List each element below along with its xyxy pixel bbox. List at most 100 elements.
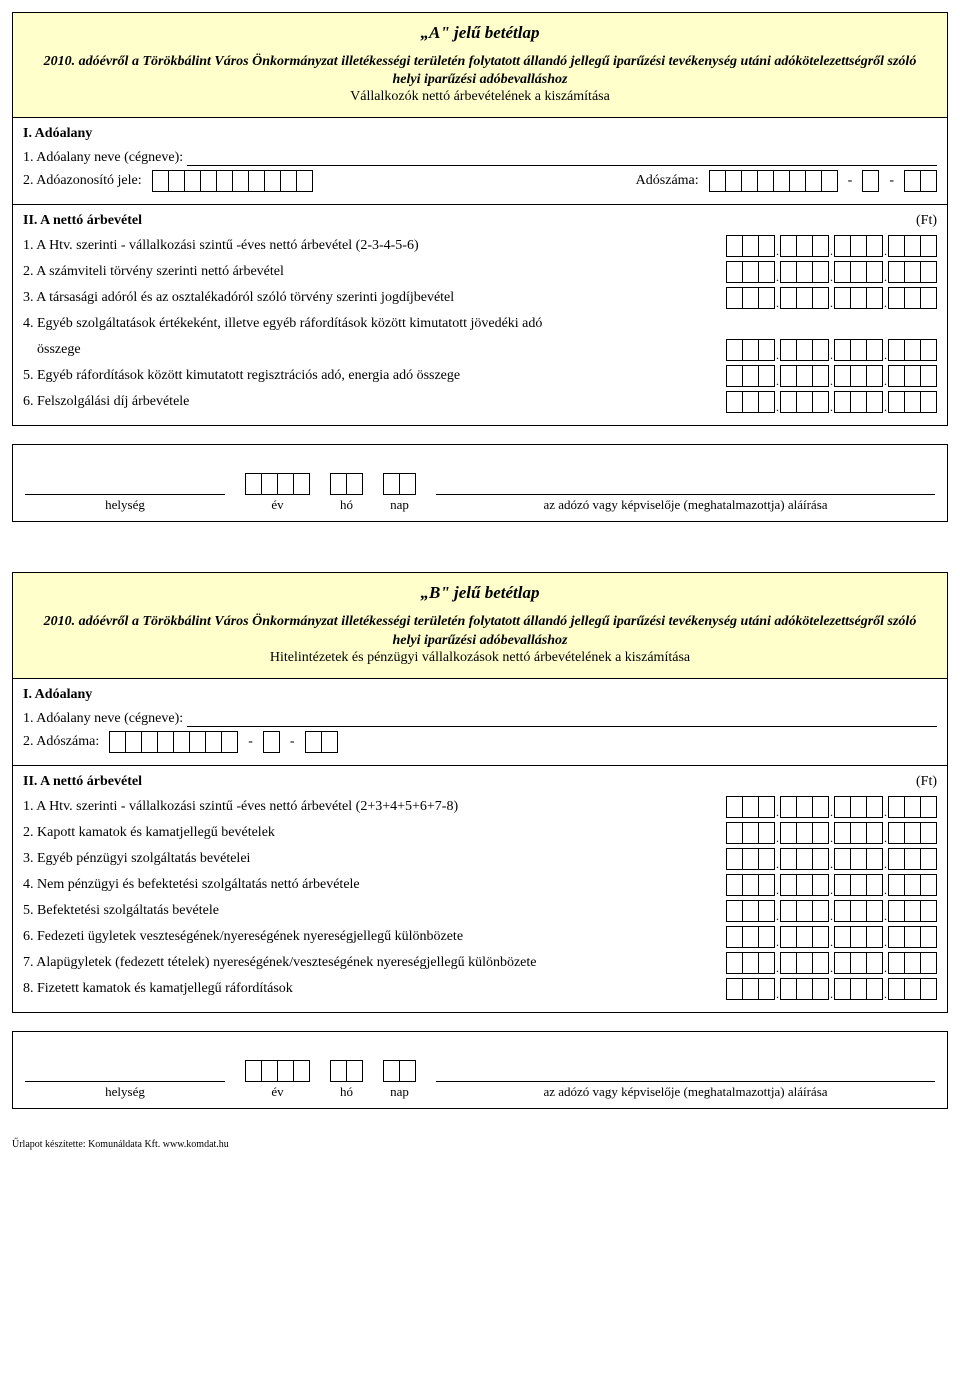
thousand-dot: . [830,912,833,920]
sig-b-helyseg-label: helység [25,1082,225,1100]
thousand-dot: . [776,990,779,998]
list-item-label: 1. A Htv. szerinti - vállalkozási szintű… [23,799,726,815]
thousand-dot: . [830,938,833,946]
list-item-label: 2. A számviteli törvény szerinti nettó á… [23,264,726,280]
amount-cells[interactable]: ... [726,391,937,413]
form-a-adoszam-cells-1[interactable] [709,170,838,192]
form-a-sec2-title: II. A nettó árbevétel (Ft) [23,213,937,229]
form-b-ft: (Ft) [916,774,937,790]
form-a-adoszam-cells-3[interactable] [904,170,937,192]
thousand-dot: . [776,403,779,411]
list-item-label: 5. Egyéb ráfordítások között kimutatott … [23,368,726,384]
thousand-dot: . [884,860,887,868]
form-a-name-row: 1. Adóalany neve (cégneve): [23,148,937,166]
thousand-dot: . [884,990,887,998]
sig-a-nap-cells[interactable] [383,473,416,495]
footer-text: Űrlapot készítette: Komunáldata Kft. www… [12,1139,948,1150]
sig-b-ho-label: hó [330,1082,363,1100]
thousand-dot: . [884,938,887,946]
form-b-section-1: I. Adóalany 1. Adóalany neve (cégneve): … [13,679,947,766]
thousand-dot: . [830,860,833,868]
form-b-subtitle-bold: 2010. adóévről a Törökbálint Város Önkor… [33,613,927,649]
list-item-label: 8. Fizetett kamatok és kamatjellegű ráfo… [23,981,726,997]
amount-cells[interactable]: ... [726,796,937,818]
form-b-adoszam-row: 2. Adószáma: - - [23,731,937,753]
form-a-sec1-title: I. Adóalany [23,126,937,142]
thousand-dot: . [884,247,887,255]
dash: - [286,731,299,753]
amount-cells[interactable]: ... [726,926,937,948]
form-a-taxid-cells[interactable] [152,170,313,192]
sig-b-nap-cells[interactable] [383,1060,416,1082]
sig-b-ev-cells[interactable] [245,1060,310,1082]
list-item-label: 6. Fedezeti ügyletek veszteségének/nyere… [23,929,726,945]
amount-cells[interactable]: ... [726,848,937,870]
form-b-adoszam-cells-1[interactable] [109,731,238,753]
list-item-label: 3. Egyéb pénzügyi szolgáltatás bevételei [23,851,726,867]
thousand-dot: . [776,299,779,307]
form-b-header: „B" jelű betétlap 2010. adóévről a Török… [13,573,947,678]
list-item-label: összege [23,342,726,358]
thousand-dot: . [830,403,833,411]
list-item: 6. Felszolgálási díj árbevétele... [23,391,937,413]
amount-cells[interactable]: ... [726,822,937,844]
form-b-adoszam-cells-3[interactable] [305,731,338,753]
thousand-dot: . [776,860,779,868]
sig-b-nap-label: nap [383,1082,416,1100]
thousand-dot: . [830,351,833,359]
form-a-taxid-label: 2. Adóazonosító jele: [23,173,142,189]
form-b-sec2-title-text: II. A nettó árbevétel [23,774,142,789]
thousand-dot: . [884,886,887,894]
amount-cells[interactable]: ... [726,900,937,922]
thousand-dot: . [776,834,779,842]
thousand-dot: . [776,273,779,281]
list-item-label: 4. Egyéb szolgáltatások értékeként, ille… [23,316,937,332]
list-item: 4. Nem pénzügyi és befektetési szolgálta… [23,874,937,896]
amount-cells[interactable]: ... [726,339,937,361]
thousand-dot: . [884,808,887,816]
form-a-subtitle-plain: Vállalkozók nettó árbevételének a kiszám… [33,89,927,105]
list-item: 2. Kapott kamatok és kamatjellegű bevéte… [23,822,937,844]
form-a-sec2-title-text: II. A nettó árbevétel [23,213,142,228]
sig-a-nap-label: nap [383,495,416,513]
amount-cells[interactable]: ... [726,874,937,896]
sig-a-ev-cells[interactable] [245,473,310,495]
thousand-dot: . [884,273,887,281]
sig-a-signature-label: az adózó vagy képviselője (meghatalmazot… [436,495,935,513]
form-b-adoszam-cells-2[interactable] [263,731,280,753]
amount-cells[interactable]: ... [726,261,937,283]
list-item: 1. A Htv. szerinti - vállalkozási szintű… [23,235,937,257]
thousand-dot: . [884,377,887,385]
thousand-dot: . [884,964,887,972]
thousand-dot: . [830,834,833,842]
sig-a-ho-cells[interactable] [330,473,363,495]
form-a-header: „A" jelű betétlap 2010. adóévről a Török… [13,13,947,118]
amount-cells[interactable]: ... [726,365,937,387]
amount-cells[interactable]: ... [726,287,937,309]
list-item: 3. Egyéb pénzügyi szolgáltatás bevételei… [23,848,937,870]
amount-cells[interactable]: ... [726,978,937,1000]
form-b-name-input[interactable] [187,709,937,727]
amount-cells[interactable]: ... [726,235,937,257]
thousand-dot: . [830,247,833,255]
form-a-name-label: 1. Adóalany neve (cégneve): [23,150,183,166]
form-b-sec2-title: II. A nettó árbevétel (Ft) [23,774,937,790]
form-a-title: „A" jelű betétlap [33,23,927,43]
dash: - [844,170,857,192]
thousand-dot: . [830,299,833,307]
list-item: 4. Egyéb szolgáltatások értékeként, ille… [23,313,937,335]
thousand-dot: . [776,938,779,946]
form-a-name-input[interactable] [187,148,937,166]
form-b-subtitle-plain: Hitelintézetek és pénzügyi vállalkozások… [33,650,927,666]
list-item-label: 5. Befektetési szolgáltatás bevétele [23,903,726,919]
amount-cells[interactable]: ... [726,952,937,974]
list-item-label: 3. A társasági adóról és az osztalékadór… [23,290,726,306]
form-a-section-1: I. Adóalany 1. Adóalany neve (cégneve): … [13,118,947,205]
thousand-dot: . [884,299,887,307]
sig-b-ho-cells[interactable] [330,1060,363,1082]
form-a-adoszam-cells-2[interactable] [862,170,879,192]
list-item: 1. A Htv. szerinti - vállalkozási szintű… [23,796,937,818]
list-item: 5. Befektetési szolgáltatás bevétele... [23,900,937,922]
dash: - [244,731,257,753]
thousand-dot: . [830,808,833,816]
